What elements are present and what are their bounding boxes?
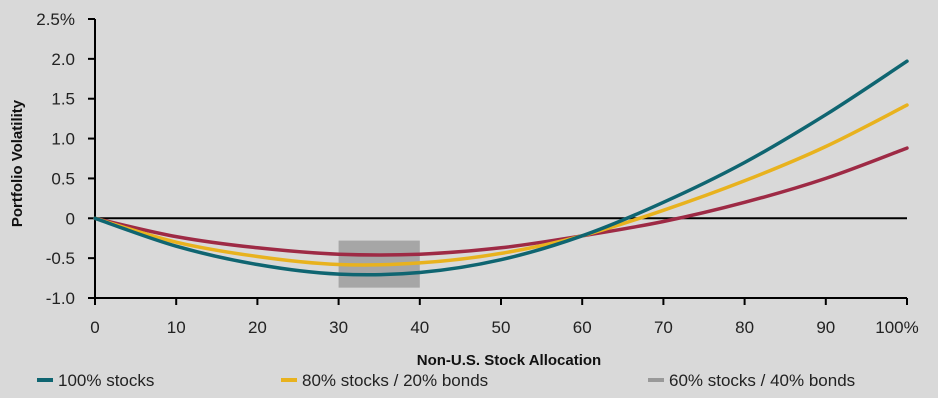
y-tick-label: 1.5 — [51, 90, 75, 109]
x-tick-label: 60 — [573, 318, 592, 337]
y-tick-label: -1.0 — [46, 289, 75, 308]
series-layer — [93, 59, 909, 277]
series-line-60-stocks-40-bonds — [93, 146, 909, 257]
y-tick-label: 0 — [66, 209, 75, 228]
x-tick-label: 100% — [875, 318, 918, 337]
legend: 100% stocks 80% stocks / 20% bonds 60% sto… — [37, 371, 855, 390]
x-tick-label: 20 — [248, 318, 267, 337]
x-tick-label: 50 — [492, 318, 511, 337]
legend-label: 80% stocks / 20% bonds — [302, 371, 488, 390]
axes-layer — [88, 18, 908, 305]
series-line-80-stocks-20-bonds — [93, 103, 909, 267]
x-tick-label: 30 — [329, 318, 348, 337]
y-tick-label: 0.5 — [51, 169, 75, 188]
x-tick-label: 80 — [735, 318, 754, 337]
x-tick-label: 90 — [816, 318, 835, 337]
labels-layer: 2.5% 2.0 1.5 1.0 0.5 0 -0.5 -1.0 0 10 20 30 40 50 60 70… — [9, 10, 919, 369]
y-tick-label: 2.0 — [51, 50, 75, 69]
x-tick-label: 40 — [410, 318, 429, 337]
y-axis-title: Portfolio Volatility — [9, 99, 26, 227]
legend-label: 100% stocks — [58, 371, 154, 390]
legend-label: 60% stocks / 40% bonds — [669, 371, 855, 390]
x-tick-label: 0 — [90, 318, 99, 337]
x-axis-title: Non-U.S. Stock Allocation — [417, 352, 601, 369]
y-tick-label: 1.0 — [51, 130, 75, 149]
y-tick-label: -0.5 — [46, 249, 75, 268]
y-tick-label: 2.5% — [36, 10, 75, 29]
x-tick-label: 70 — [654, 318, 673, 337]
series-line-100-stocks — [93, 59, 909, 277]
x-tick-label: 10 — [167, 318, 186, 337]
